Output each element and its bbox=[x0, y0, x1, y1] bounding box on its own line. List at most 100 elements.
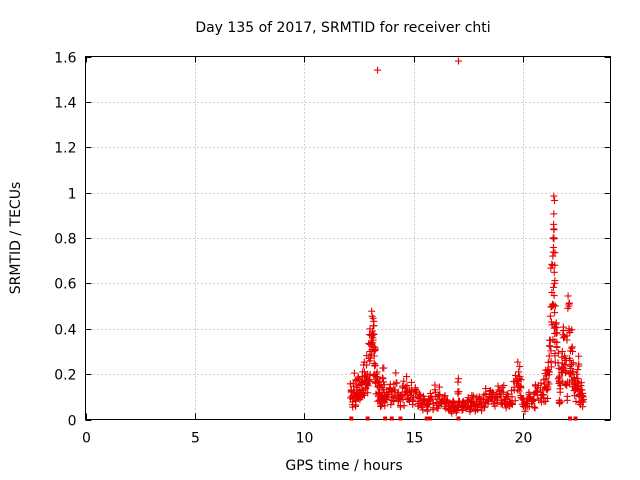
data-point bbox=[562, 380, 570, 388]
zero-marker bbox=[573, 416, 578, 421]
data-point bbox=[559, 334, 567, 342]
data-point bbox=[572, 397, 580, 405]
y-tick-label: 0.6 bbox=[54, 277, 76, 293]
data-point bbox=[516, 383, 524, 391]
data-point bbox=[416, 391, 424, 399]
data-point bbox=[553, 343, 561, 351]
data-point bbox=[413, 387, 421, 395]
data-point bbox=[516, 374, 524, 382]
data-point bbox=[498, 384, 506, 392]
data-point bbox=[454, 378, 462, 386]
data-point bbox=[511, 371, 519, 379]
data-point bbox=[514, 358, 522, 366]
data-point bbox=[468, 391, 476, 399]
data-point bbox=[550, 301, 558, 309]
zero-marker bbox=[424, 416, 429, 421]
data-point bbox=[412, 385, 420, 393]
data-point bbox=[482, 385, 490, 393]
data-point bbox=[370, 352, 378, 360]
data-point bbox=[561, 367, 569, 375]
data-point bbox=[551, 302, 559, 310]
data-point bbox=[374, 66, 382, 74]
data-point bbox=[575, 352, 583, 360]
data-point bbox=[551, 261, 559, 269]
data-point bbox=[350, 369, 358, 377]
data-point bbox=[557, 398, 565, 406]
data-point bbox=[407, 391, 415, 399]
data-point bbox=[473, 405, 481, 413]
zero-marker bbox=[349, 416, 354, 421]
data-point bbox=[525, 388, 533, 396]
data-point bbox=[369, 327, 376, 335]
data-point bbox=[553, 329, 561, 337]
data-point bbox=[551, 309, 559, 317]
data-point bbox=[469, 395, 477, 403]
data-points bbox=[346, 57, 588, 421]
data-point bbox=[369, 314, 377, 322]
grid bbox=[85, 56, 611, 420]
data-point bbox=[574, 382, 582, 390]
zero-marker bbox=[568, 416, 573, 421]
y-tick-label: 1.2 bbox=[54, 141, 76, 157]
data-point bbox=[379, 364, 387, 372]
data-point bbox=[515, 387, 523, 395]
data-point bbox=[543, 386, 551, 394]
data-point bbox=[544, 385, 552, 393]
data-point bbox=[374, 377, 382, 385]
data-point bbox=[556, 388, 564, 396]
data-point bbox=[377, 402, 385, 410]
x-tick-label: 5 bbox=[191, 431, 200, 447]
data-point bbox=[545, 380, 553, 388]
zero-marker bbox=[383, 416, 388, 421]
data-point bbox=[516, 363, 524, 371]
data-point bbox=[431, 386, 439, 394]
data-point bbox=[378, 374, 386, 382]
data-point bbox=[569, 359, 577, 367]
data-point bbox=[550, 192, 558, 200]
x-tick-label: 10 bbox=[296, 431, 314, 447]
data-point bbox=[550, 268, 558, 276]
zero-marker bbox=[389, 416, 394, 421]
data-point bbox=[458, 407, 466, 415]
data-point bbox=[540, 398, 548, 406]
data-point bbox=[380, 381, 388, 389]
data-point bbox=[559, 327, 567, 335]
data-point bbox=[517, 376, 525, 384]
data-point bbox=[366, 354, 374, 362]
data-point bbox=[436, 391, 444, 399]
data-point bbox=[365, 377, 373, 385]
y-tick-label: 1.6 bbox=[54, 51, 76, 67]
data-point bbox=[463, 397, 471, 405]
data-point bbox=[441, 392, 449, 400]
data-point bbox=[531, 404, 539, 412]
data-point bbox=[369, 336, 377, 344]
data-point bbox=[454, 57, 462, 65]
data-point bbox=[521, 407, 529, 415]
data-point bbox=[540, 391, 548, 399]
data-point bbox=[400, 377, 408, 385]
data-point bbox=[546, 342, 554, 350]
y-tick-label: 1 bbox=[68, 187, 77, 203]
data-point bbox=[447, 407, 455, 415]
data-point bbox=[455, 388, 463, 396]
data-point bbox=[564, 292, 572, 300]
data-point bbox=[393, 379, 401, 387]
data-point bbox=[552, 319, 560, 327]
y-tick-label: 0.2 bbox=[54, 368, 76, 384]
data-point bbox=[395, 395, 403, 403]
data-point bbox=[350, 382, 358, 390]
data-point bbox=[508, 393, 516, 401]
data-point bbox=[547, 318, 555, 326]
data-point bbox=[574, 366, 582, 374]
data-point bbox=[403, 381, 411, 389]
data-point bbox=[547, 363, 555, 371]
y-axis-label: SRMTID / TECUs bbox=[8, 182, 24, 295]
plot-frame bbox=[85, 56, 611, 420]
data-point bbox=[402, 389, 410, 397]
data-point bbox=[563, 396, 571, 404]
data-point bbox=[400, 402, 408, 410]
data-point bbox=[407, 378, 415, 386]
data-point bbox=[568, 344, 576, 352]
data-point bbox=[407, 387, 415, 395]
